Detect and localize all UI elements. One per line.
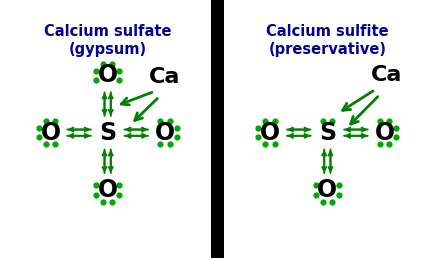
Text: Ca: Ca — [370, 66, 401, 85]
Text: Calcium sulfate: Calcium sulfate — [44, 24, 171, 39]
Text: (preservative): (preservative) — [268, 42, 385, 57]
Text: Ca: Ca — [149, 67, 180, 87]
Text: O: O — [97, 63, 118, 87]
Text: O: O — [40, 121, 60, 145]
Text: Calcium sulfite: Calcium sulfite — [266, 24, 388, 39]
Text: O: O — [260, 121, 279, 145]
Text: O: O — [155, 121, 174, 145]
Text: O: O — [374, 121, 394, 145]
Text: O: O — [97, 178, 118, 202]
Text: S: S — [318, 121, 335, 145]
Text: (gypsum): (gypsum) — [69, 42, 146, 57]
Text: O: O — [316, 178, 337, 202]
Text: S: S — [99, 121, 116, 145]
